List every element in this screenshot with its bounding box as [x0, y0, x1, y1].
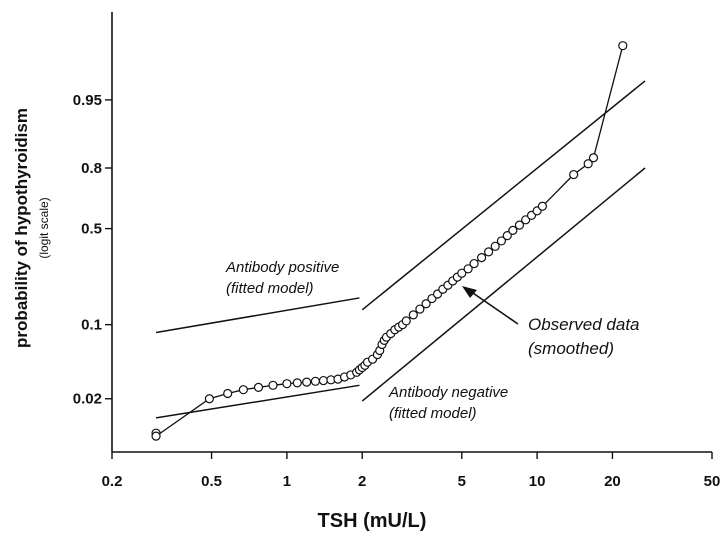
fit-line-segment [361, 80, 646, 311]
x-tick-label: 2 [358, 473, 366, 490]
x-tick-label: 20 [604, 473, 621, 490]
series-1 [155, 80, 646, 334]
y-ticks: 0.02 0.1 0.5 0.8 0.95 [73, 92, 112, 408]
data-point [569, 169, 579, 180]
fit-line-segment [361, 167, 646, 402]
y-axis-title: probability of hypothyroidism [12, 108, 31, 348]
data-point [310, 376, 321, 386]
series-2 [155, 167, 646, 419]
x-ticks: 0.2 0.5 1 2 5 10 20 50 [102, 452, 720, 490]
x-tick-label: 1 [283, 473, 291, 490]
annotation-antibody-negative: Antibody negative (fitted model) [388, 384, 508, 422]
y-axis-subtitle: (logit scale) [37, 197, 51, 258]
data-point [469, 258, 479, 269]
data-point [490, 241, 500, 251]
data-point [514, 220, 525, 230]
annotation-observed-line2: (smoothed) [528, 339, 614, 358]
series-layer [151, 41, 646, 441]
series-0 [151, 41, 628, 441]
data-point [282, 379, 292, 389]
x-axis-title: TSH (mU/L) [318, 510, 427, 532]
observed-line [155, 45, 624, 438]
y-tick-label: 0.95 [73, 92, 102, 109]
data-point [408, 310, 418, 320]
data-point [463, 264, 473, 274]
data-point [457, 268, 467, 278]
data-point [318, 375, 329, 386]
x-tick-label: 0.2 [102, 473, 123, 490]
data-point [618, 41, 628, 51]
data-point [588, 153, 599, 163]
data-point [484, 247, 494, 257]
annotation-antibody-negative-line2: (fitted model) [389, 405, 477, 422]
data-point [253, 382, 264, 392]
data-point [292, 378, 302, 388]
y-tick-label: 0.5 [81, 221, 102, 238]
data-point [151, 431, 161, 441]
data-point [302, 377, 312, 387]
observed-arrowhead [462, 286, 477, 298]
x-tick-label: 5 [458, 473, 466, 490]
data-point [268, 380, 278, 390]
y-tick-label: 0.8 [81, 160, 102, 177]
annotation-observed-data: Observed data (smoothed) [462, 286, 640, 358]
observed-arrow-shaft [469, 290, 519, 325]
x-tick-label: 50 [704, 473, 720, 490]
data-point [415, 304, 425, 314]
annotation-antibody-positive: Antibody positive (fitted model) [225, 259, 339, 297]
data-point [476, 253, 487, 263]
x-tick-label: 10 [529, 473, 546, 490]
data-point [502, 231, 512, 241]
annotation-antibody-positive-line1: Antibody positive [225, 259, 339, 276]
data-point [537, 201, 548, 211]
data-point [223, 388, 233, 399]
y-tick-label: 0.02 [73, 391, 102, 408]
annotation-observed-line1: Observed data [528, 315, 640, 334]
fit-line-segment [155, 384, 360, 419]
data-point [401, 316, 411, 326]
data-point [496, 236, 507, 246]
x-tick-label: 0.5 [201, 473, 222, 490]
data-point [508, 225, 518, 235]
data-point [204, 394, 214, 404]
fit-line-segment [155, 297, 360, 334]
data-point [583, 159, 593, 169]
y-tick-label: 0.1 [81, 317, 102, 334]
annotation-antibody-positive-line2: (fitted model) [226, 280, 314, 297]
data-point [421, 299, 431, 309]
data-point [238, 385, 248, 395]
annotation-antibody-negative-line1: Antibody negative [388, 384, 508, 401]
